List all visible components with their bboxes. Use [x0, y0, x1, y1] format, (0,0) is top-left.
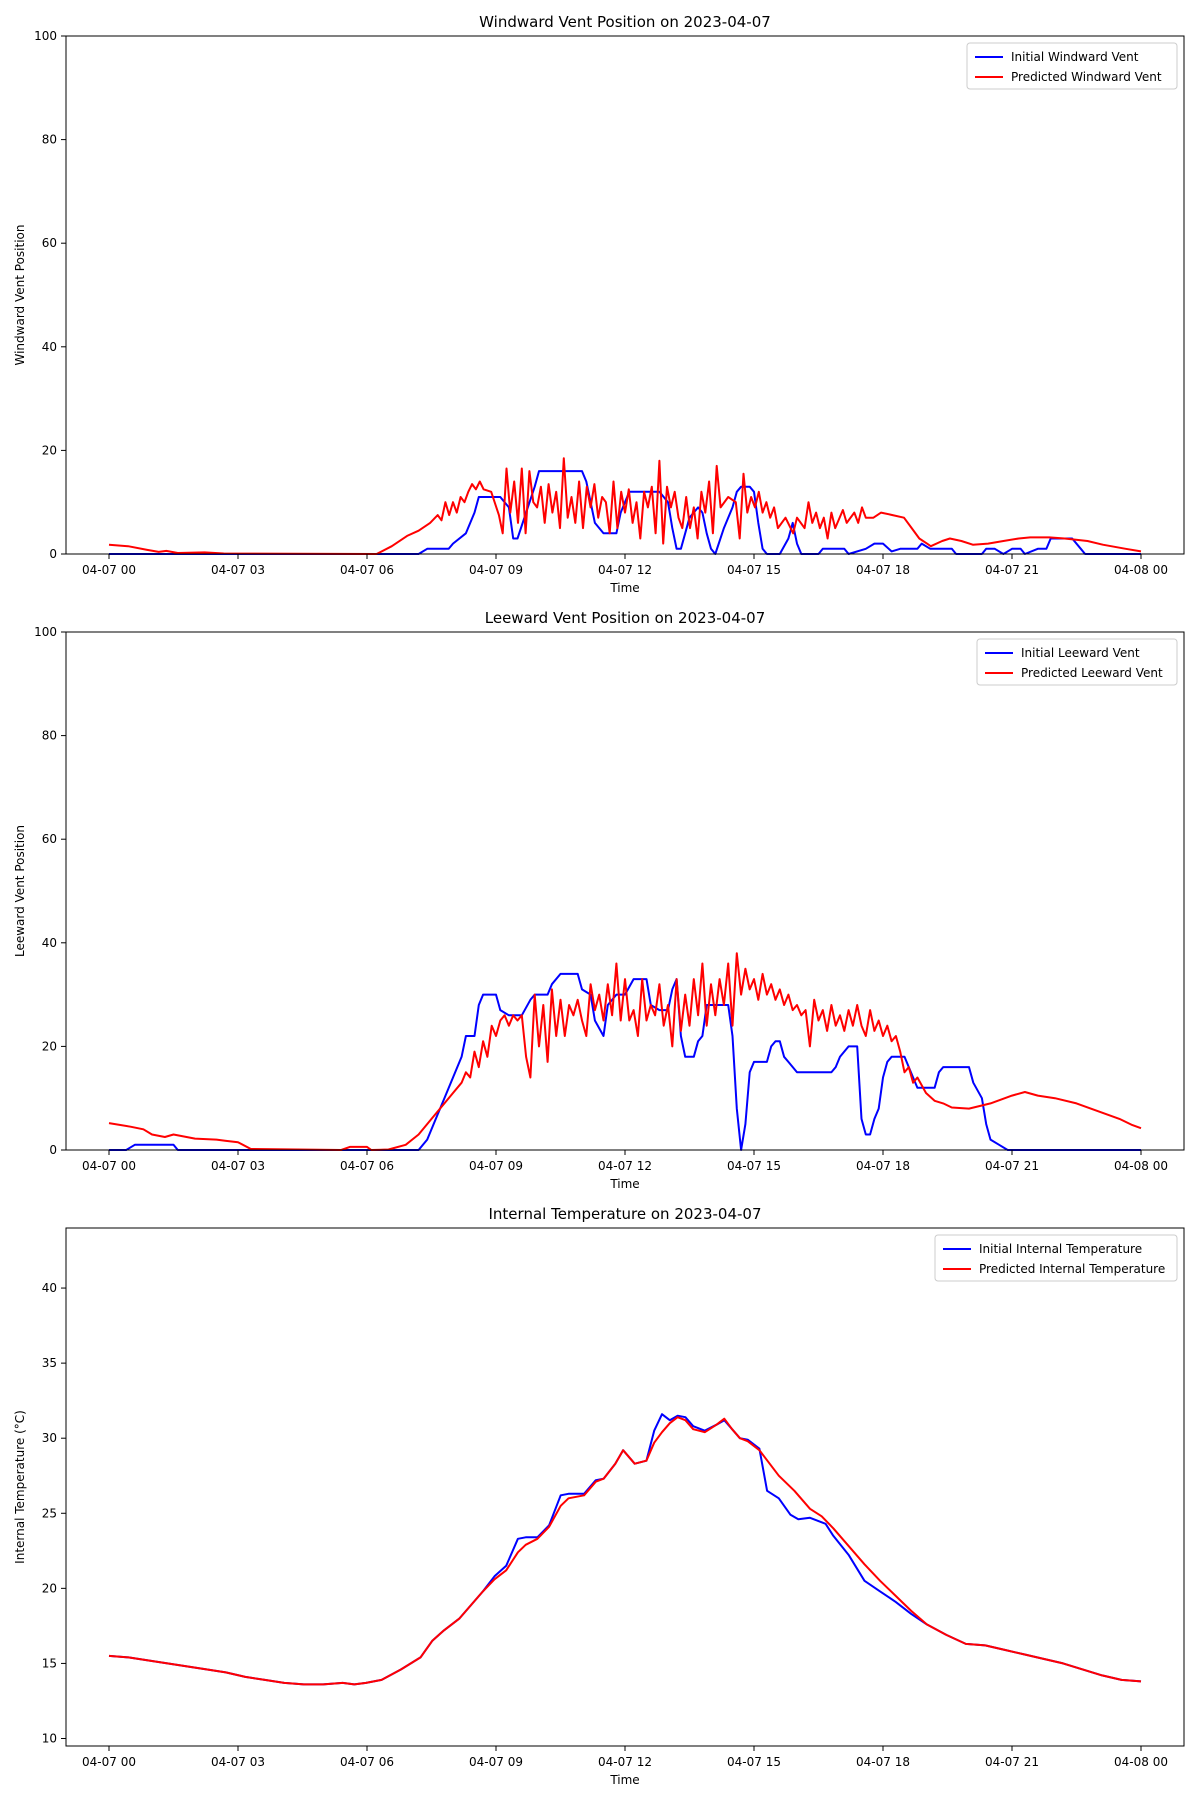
- y-tick-label: 100: [34, 29, 57, 43]
- x-tick-label: 04-08 00: [1114, 563, 1168, 577]
- x-tick-label: 04-07 12: [598, 1159, 652, 1173]
- legend-label: Initial Internal Temperature: [979, 1242, 1142, 1256]
- chart-2: Leeward Vent Position on 2023-04-07 04-07…: [13, 609, 1185, 1191]
- x-tick-label: 04-07 03: [211, 1755, 265, 1769]
- chart-title: Windward Vent Position on 2023-04-07: [479, 13, 771, 31]
- chart-3: Internal Temperature on 2023-04-07 04-07 …: [13, 1205, 1185, 1787]
- legend-label: Initial Leeward Vent: [1021, 646, 1140, 660]
- x-tick-label: 04-07 15: [727, 1159, 781, 1173]
- y-tick-label: 40: [42, 340, 57, 354]
- y-tick-label: 60: [42, 832, 57, 846]
- x-axis-label: Time: [609, 581, 639, 595]
- x-tick-label: 04-07 00: [82, 1755, 136, 1769]
- x-tick-label: 04-07 21: [985, 1755, 1039, 1769]
- x-tick-label: 04-07 12: [598, 563, 652, 577]
- series-line-initial: [109, 972, 1141, 1151]
- legend-label: Predicted Windward Vent: [1011, 70, 1162, 84]
- y-tick-label: 0: [49, 547, 57, 561]
- x-axis-label: Time: [609, 1773, 639, 1787]
- series-line-predicted: [108, 1416, 1142, 1686]
- x-tick-label: 04-07 18: [856, 563, 910, 577]
- x-tick-label: 04-07 18: [856, 1159, 910, 1173]
- chart-title: Internal Temperature on 2023-04-07: [489, 1205, 762, 1223]
- y-tick-label: 40: [42, 936, 57, 950]
- legend: Initial Windward Vent Predicted Windward …: [966, 42, 1178, 90]
- y-tick-label: 100: [34, 625, 57, 639]
- legend-label: Initial Windward Vent: [1011, 50, 1139, 64]
- legend-box: [966, 42, 1178, 90]
- y-axis-label: Internal Temperature (°C): [13, 1410, 27, 1564]
- y-tick-label: 0: [49, 1143, 57, 1157]
- x-tick-label: 04-07 15: [727, 1755, 781, 1769]
- chart-title: Leeward Vent Position on 2023-04-07: [485, 609, 765, 627]
- y-tick-label: 20: [42, 443, 57, 457]
- y-axis-label: Leeward Vent Position: [13, 825, 27, 957]
- y-tick-label: 15: [42, 1656, 57, 1670]
- y-tick-label: 20: [42, 1039, 57, 1053]
- x-axis-label: Time: [609, 1177, 639, 1191]
- y-tick-label: 10: [42, 1731, 57, 1745]
- y-tick-label: 80: [42, 133, 57, 147]
- x-tick-label: 04-07 03: [211, 1159, 265, 1173]
- x-tick-label: 04-07 09: [469, 563, 523, 577]
- legend: Initial Leeward Vent Predicted Leeward Ve…: [976, 638, 1178, 686]
- x-tick-label: 04-07 09: [469, 1755, 523, 1769]
- series-line-predicted: [108, 457, 1142, 555]
- x-tick-label: 04-08 00: [1114, 1755, 1168, 1769]
- y-tick-label: 40: [42, 1281, 57, 1295]
- legend-box: [934, 1234, 1178, 1282]
- y-tick-label: 60: [42, 236, 57, 250]
- y-axis-label: Windward Vent Position: [13, 225, 27, 366]
- y-tick-label: 30: [42, 1431, 57, 1445]
- legend-box: [976, 638, 1178, 686]
- x-tick-label: 04-07 06: [340, 563, 394, 577]
- series-line-predicted: [108, 952, 1142, 1151]
- legend-label: Predicted Leeward Vent: [1021, 666, 1163, 680]
- x-tick-label: 04-07 09: [469, 1159, 523, 1173]
- y-tick-label: 20: [42, 1581, 57, 1595]
- x-tick-label: 04-07 21: [985, 563, 1039, 577]
- y-tick-label: 80: [42, 729, 57, 743]
- x-tick-label: 04-07 00: [82, 563, 136, 577]
- x-tick-label: 04-07 00: [82, 1159, 136, 1173]
- x-tick-label: 04-07 12: [598, 1755, 652, 1769]
- x-tick-label: 04-08 00: [1114, 1159, 1168, 1173]
- y-tick-label: 35: [42, 1356, 57, 1370]
- x-tick-label: 04-07 21: [985, 1159, 1039, 1173]
- x-tick-label: 04-07 06: [340, 1755, 394, 1769]
- legend-label: Predicted Internal Temperature: [979, 1262, 1165, 1276]
- y-tick-label: 25: [42, 1506, 57, 1520]
- chart-1: Windward Vent Position on 2023-04-07 04-0…: [13, 13, 1185, 595]
- legend: Initial Internal Temperature Predicted In…: [934, 1234, 1178, 1282]
- x-tick-label: 04-07 03: [211, 563, 265, 577]
- x-tick-label: 04-07 18: [856, 1755, 910, 1769]
- x-tick-label: 04-07 06: [340, 1159, 394, 1173]
- x-tick-label: 04-07 15: [727, 563, 781, 577]
